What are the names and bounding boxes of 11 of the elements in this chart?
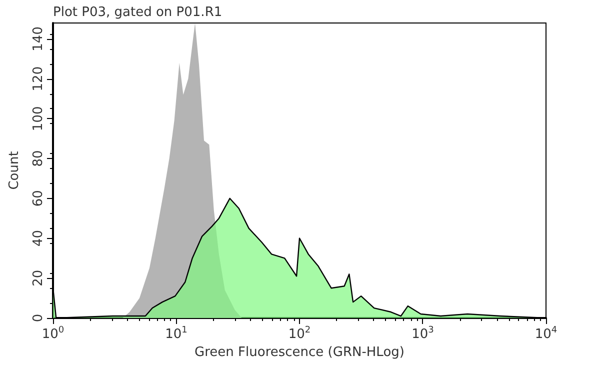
x-axis-title: Green Fluorescence (GRN-HLog) — [194, 345, 404, 360]
y-tick-label: 20 — [31, 270, 46, 286]
y-tick-label: 40 — [31, 230, 46, 247]
y-tick-label: 60 — [31, 190, 46, 207]
y-tick-label: 140 — [31, 26, 46, 52]
y-axis-title: Count — [7, 151, 22, 190]
y-tick-label: 100 — [31, 106, 46, 132]
chart-title: Plot P03, gated on P01.R1 — [53, 5, 222, 20]
y-tick-label: 0 — [31, 314, 46, 322]
y-tick-label: 80 — [31, 150, 46, 167]
y-tick-label: 120 — [31, 66, 46, 92]
